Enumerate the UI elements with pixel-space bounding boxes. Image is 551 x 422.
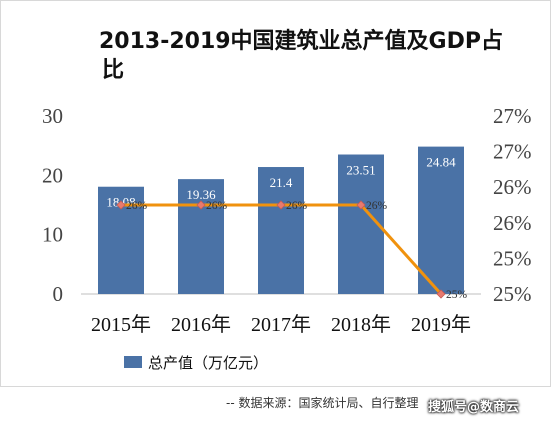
left-axis-tick: 20 [42,163,63,187]
right-axis-tick: 27% [493,140,532,164]
bar [258,167,304,294]
line-point-label: 25% [446,289,468,301]
x-axis-tick: 2015年 [91,313,151,336]
left-axis-tick: 0 [53,282,64,306]
right-axis-tick: 26% [493,211,532,235]
line-point-marker [356,200,366,210]
legend-swatch [124,356,142,368]
left-axis-tick: 10 [42,223,63,247]
right-axis-tick: 27% [493,104,532,128]
line-point-marker [116,200,126,210]
source-note: -- 数据来源：国家统计局、自行整理 [226,396,419,410]
line-point-marker [196,200,206,210]
line-point-label: 26% [206,200,228,212]
x-axis-tick: 2016年 [171,313,231,336]
left-axis-tick: 30 [42,104,63,128]
watermark: 搜狐号@数商云 [428,400,520,415]
right-axis-tick: 26% [493,175,532,199]
line-point-label: 26% [126,200,148,212]
x-axis-tick: 2019年 [411,313,471,336]
bar-value-label: 21.4 [270,175,293,190]
chart-title-line1: 2013-2019中国建筑业总产值及GDP占 [99,28,503,54]
right-axis-tick: 25% [493,246,532,270]
legend-label: 总产值（万亿元） [148,354,268,372]
bar [418,146,464,294]
bar-value-label: 24.84 [426,155,456,170]
x-axis-tick: 2017年 [251,313,311,336]
bar-value-label: 19.36 [186,187,216,202]
bar-value-label: 23.51 [346,163,375,178]
right-axis-tick: 25% [493,282,532,306]
chart-title-line2: 比 [102,58,124,83]
x-axis-tick: 2018年 [331,313,391,336]
line-point-label: 26% [286,200,308,212]
line-point-marker [276,200,286,210]
line-point-marker [436,289,446,299]
line-point-label: 26% [366,200,388,212]
chart-panel: 2013-2019中国建筑业总产值及GDP占比 0 10 20 30 25% 25% 26% 2… [0,0,551,387]
bar [178,179,224,294]
